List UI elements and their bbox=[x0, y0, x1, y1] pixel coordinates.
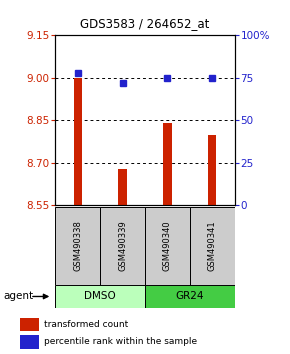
Bar bbox=[55, 285, 145, 308]
Bar bbox=[145, 285, 235, 308]
Text: GR24: GR24 bbox=[176, 291, 204, 302]
Text: DMSO: DMSO bbox=[84, 291, 116, 302]
Bar bbox=[164, 123, 171, 205]
Text: percentile rank within the sample: percentile rank within the sample bbox=[44, 337, 197, 347]
Bar bbox=[119, 169, 126, 205]
Text: GSM490339: GSM490339 bbox=[118, 221, 127, 272]
Bar bbox=[20, 335, 39, 349]
Bar bbox=[20, 318, 39, 331]
Text: agent: agent bbox=[3, 291, 33, 302]
Text: transformed count: transformed count bbox=[44, 320, 128, 329]
Bar bbox=[145, 207, 190, 285]
Bar bbox=[74, 78, 81, 205]
Bar bbox=[190, 207, 235, 285]
Text: GSM490341: GSM490341 bbox=[208, 221, 217, 272]
Text: GSM490338: GSM490338 bbox=[73, 221, 82, 272]
Bar bbox=[100, 207, 145, 285]
Bar bbox=[209, 135, 216, 205]
Text: GDS3583 / 264652_at: GDS3583 / 264652_at bbox=[80, 17, 210, 30]
Text: GSM490340: GSM490340 bbox=[163, 221, 172, 272]
Bar bbox=[55, 207, 100, 285]
